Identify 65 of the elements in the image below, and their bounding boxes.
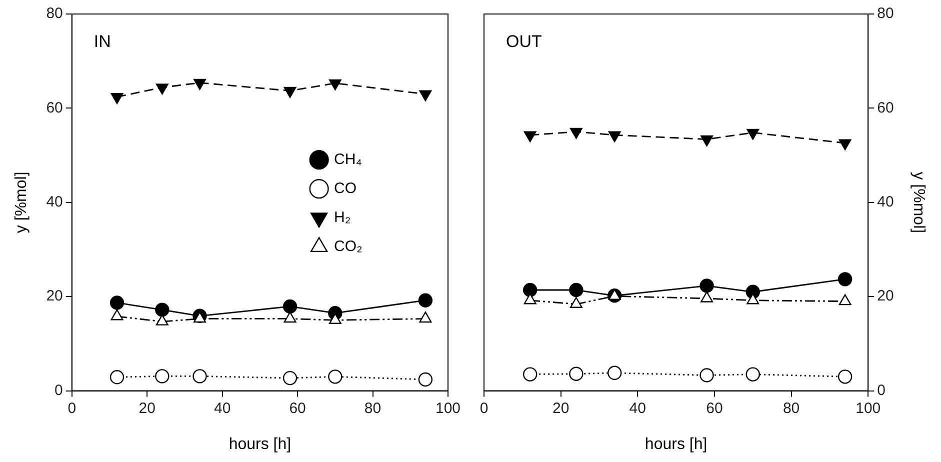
point	[155, 302, 170, 317]
point	[328, 370, 342, 384]
legend-label: H₂	[334, 208, 351, 226]
point	[156, 84, 168, 95]
point	[522, 282, 538, 298]
y2-tick-label: 80	[877, 5, 894, 22]
point	[838, 272, 852, 286]
y2-axis-title: y [%mol]	[910, 172, 927, 234]
x-axis-title: hours [h]	[644, 436, 708, 453]
x-tick-label: 80	[364, 400, 382, 417]
y2-tick-label: 0	[877, 382, 886, 399]
point	[608, 131, 621, 142]
y-tick-label: 60	[46, 99, 63, 116]
point	[194, 78, 206, 90]
text: OUT	[506, 32, 542, 52]
legend-label: CO₂	[334, 238, 363, 255]
x-tick-label: 100	[435, 400, 461, 417]
point	[746, 128, 760, 140]
point	[328, 79, 342, 90]
point	[838, 139, 852, 150]
point	[418, 372, 433, 387]
point	[700, 135, 714, 146]
text: IN	[94, 32, 111, 52]
point	[282, 299, 298, 314]
x-tick-label: 80	[782, 400, 800, 417]
point	[700, 368, 714, 382]
x-tick-label: 60	[289, 400, 306, 417]
point	[192, 369, 207, 384]
y-tick-label: 80	[46, 5, 63, 22]
x-tick-label: 0	[480, 400, 488, 417]
y-tick-label: 40	[46, 194, 63, 211]
point	[155, 369, 170, 384]
x-axis-title: hours [h]	[228, 436, 292, 453]
point	[569, 366, 584, 381]
x-tick-label: 0	[68, 400, 76, 417]
point	[522, 367, 538, 382]
point	[419, 312, 432, 323]
point	[110, 93, 124, 104]
point	[110, 296, 124, 310]
x-tick-label: 60	[706, 400, 723, 417]
point	[418, 293, 433, 308]
point	[570, 128, 582, 139]
point	[838, 370, 852, 384]
point	[569, 282, 584, 298]
point	[110, 370, 124, 384]
point	[700, 278, 714, 293]
x-tick-label: 20	[138, 400, 156, 417]
legend-label: CH₄	[334, 150, 362, 168]
point	[608, 366, 622, 380]
x-tick-label: 20	[552, 400, 570, 417]
y2-tick-label: 40	[877, 194, 894, 211]
point	[284, 86, 296, 98]
x-tick-label: 40	[214, 400, 231, 417]
point	[419, 90, 432, 102]
point	[282, 370, 298, 386]
y-axis-title: y [%mol]	[13, 172, 30, 234]
legend-label: CO	[334, 180, 357, 197]
y2-tick-label: 60	[877, 99, 894, 116]
point	[746, 367, 760, 382]
y-tick-label: 0	[54, 382, 63, 399]
x-tick-label: 40	[629, 400, 646, 417]
x-tick-label: 100	[856, 400, 881, 417]
y2-tick-label: 20	[877, 288, 894, 305]
y-tick-label: 20	[46, 288, 63, 305]
point	[524, 131, 536, 142]
